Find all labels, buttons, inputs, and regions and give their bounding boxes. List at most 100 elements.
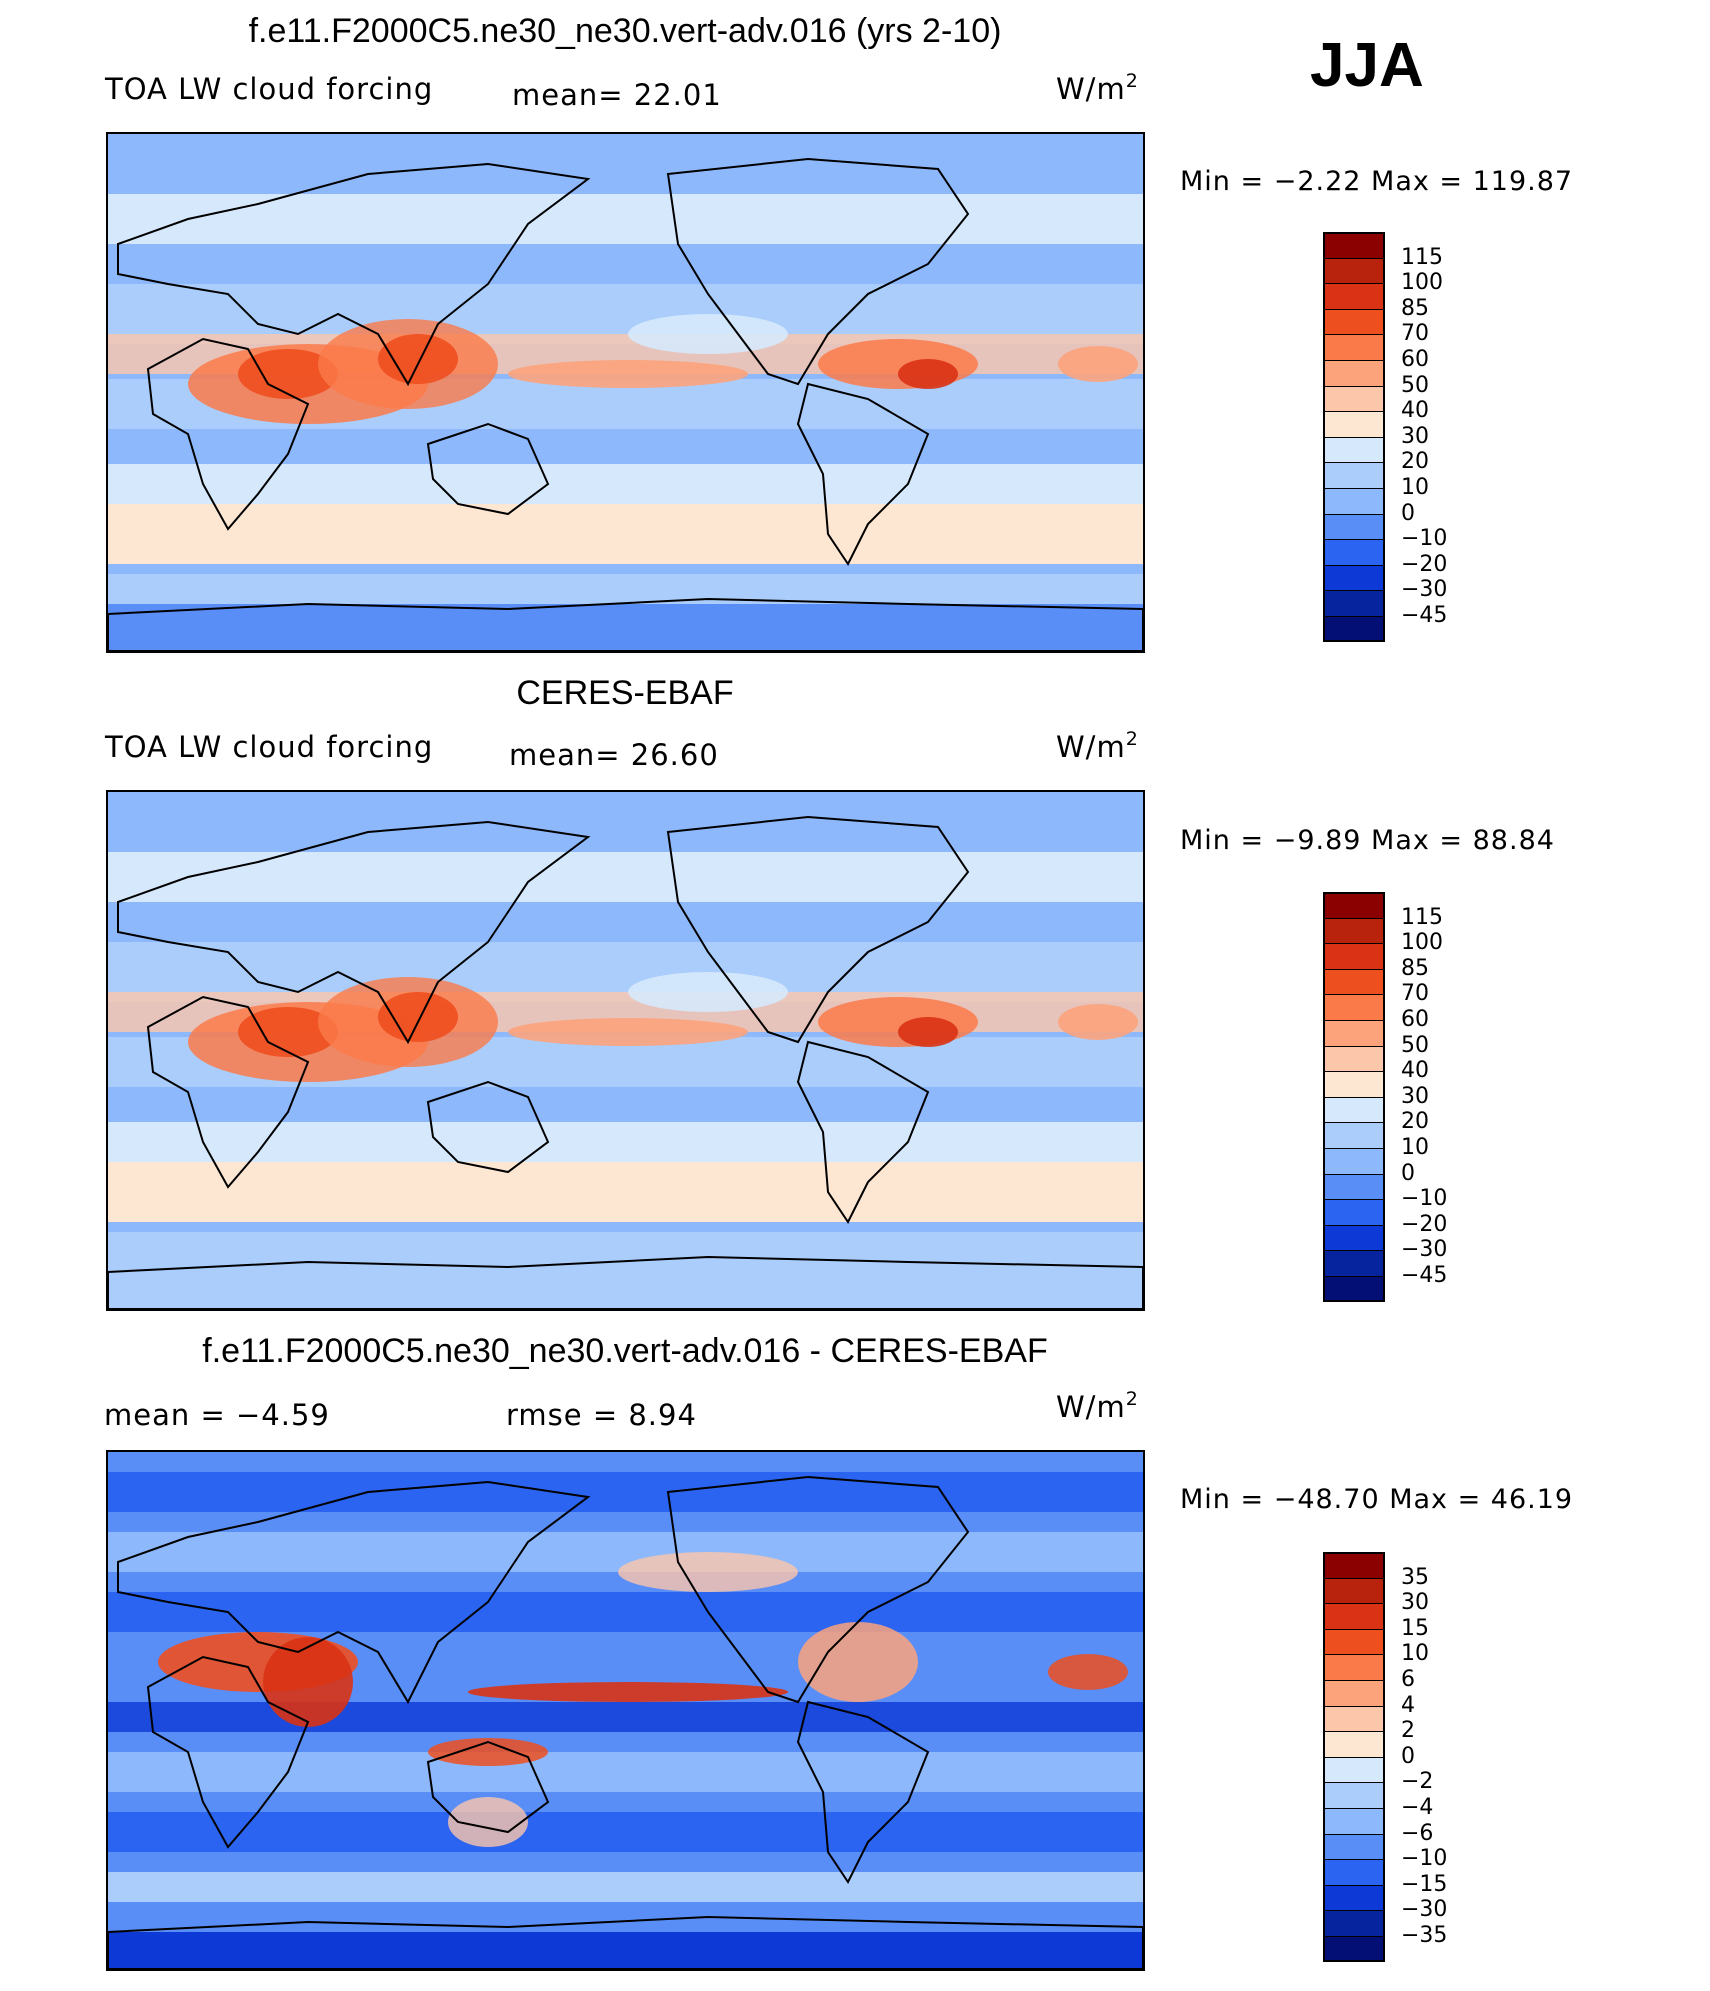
colorbar-swatch <box>1323 615 1385 642</box>
colorbar-tick-label: 6 <box>1401 1667 1415 1692</box>
colorbar-tick-label: 85 <box>1401 295 1429 321</box>
colorbar-tick-label: 100 <box>1401 270 1443 296</box>
colorbar-tick-label: 10 <box>1401 1135 1429 1160</box>
panel-3-title: f.e11.F2000C5.ne30_ne30.vert-adv.016 - C… <box>202 1332 1048 1370</box>
colorbar-tick-label: 30 <box>1401 1590 1429 1616</box>
colorbar-swatch <box>1323 436 1385 463</box>
panel-3-mean: mean = −4.59 <box>104 1398 330 1432</box>
colorbar-swatch <box>1323 1250 1385 1276</box>
colorbar-tick-label: 30 <box>1401 423 1429 449</box>
colorbar-swatch <box>1323 411 1385 437</box>
colorbar-tick-label: −35 <box>1401 1923 1448 1948</box>
colorbar-swatch <box>1323 1679 1385 1706</box>
colorbar-tick-label: 30 <box>1401 1083 1429 1109</box>
panel-3-units: W/m2 <box>1056 1388 1139 1424</box>
panel-1-minmax: Min = −2.22 Max = 119.87 <box>1180 166 1574 197</box>
colorbar-tick-label: −20 <box>1401 551 1448 577</box>
colorbar-tick-label: −30 <box>1401 577 1448 603</box>
colorbar-tick-label: −4 <box>1401 1795 1434 1820</box>
colorbar-swatch <box>1323 1935 1385 1962</box>
panel-1-map <box>106 132 1145 653</box>
colorbar-swatch <box>1323 1705 1385 1732</box>
colorbar-swatch <box>1323 1603 1385 1629</box>
colorbar-tick-label: 20 <box>1401 449 1429 475</box>
colorbar-swatch <box>1323 564 1385 591</box>
colorbar-tick-label: 10 <box>1401 475 1429 500</box>
colorbar-tick-label: 10 <box>1401 1641 1429 1667</box>
colorbar-swatch <box>1323 1147 1385 1174</box>
colorbar-tick-label: −20 <box>1401 1211 1448 1237</box>
colorbar-swatch <box>1323 994 1385 1020</box>
colorbar-swatch <box>1323 1122 1385 1148</box>
colorbar-tick-label: 2 <box>1401 1718 1415 1744</box>
colorbar-tick-label: −45 <box>1401 603 1448 628</box>
colorbar-swatch <box>1323 1756 1385 1783</box>
colorbar-tick-label: 20 <box>1401 1109 1429 1135</box>
colorbar-swatch <box>1323 1224 1385 1251</box>
panel-1-mean: mean= 22.01 <box>512 78 722 112</box>
colorbar-swatch <box>1323 385 1385 412</box>
colorbar-swatch <box>1323 1173 1385 1200</box>
colorbar-tick-label: 60 <box>1401 347 1429 372</box>
panel-2-mean: mean= 26.60 <box>509 738 719 772</box>
panel-2-variable-label: TOA LW cloud forcing <box>105 730 434 764</box>
panel-2-colorbar <box>1323 892 1385 1302</box>
panel-3-colorbar <box>1323 1552 1385 1962</box>
colorbar-tick-label: 115 <box>1401 244 1443 270</box>
colorbar-swatch <box>1323 1577 1385 1604</box>
colorbar-swatch <box>1323 1807 1385 1834</box>
colorbar-swatch <box>1323 1628 1385 1655</box>
panel-3-map <box>106 1450 1145 1971</box>
colorbar-tick-label: 85 <box>1401 955 1429 981</box>
panel-2-minmax: Min = −9.89 Max = 88.84 <box>1180 825 1555 856</box>
colorbar-tick-label: 0 <box>1401 1743 1415 1769</box>
colorbar-swatch <box>1323 1910 1385 1936</box>
colorbar-tick-label: −15 <box>1401 1871 1448 1897</box>
colorbar-tick-label: 100 <box>1401 930 1443 956</box>
colorbar-swatch <box>1323 1045 1385 1072</box>
panel-1-variable-label: TOA LW cloud forcing <box>105 72 434 106</box>
colorbar-swatch <box>1323 513 1385 540</box>
colorbar-swatch <box>1323 917 1385 944</box>
colorbar-swatch <box>1323 308 1385 335</box>
panel-2-units: W/m2 <box>1056 728 1139 764</box>
season-label: JJA <box>1310 31 1424 100</box>
colorbar-tick-label: 115 <box>1401 904 1443 930</box>
colorbar-swatch <box>1323 1833 1385 1860</box>
colorbar-swatch <box>1323 1731 1385 1757</box>
colorbar-swatch <box>1323 1859 1385 1885</box>
colorbar-swatch <box>1323 892 1385 918</box>
colorbar-swatch <box>1323 487 1385 514</box>
colorbar-tick-label: 35 <box>1401 1564 1429 1590</box>
panel-2-map <box>106 790 1145 1311</box>
colorbar-swatch <box>1323 1552 1385 1578</box>
colorbar-swatch <box>1323 257 1385 284</box>
colorbar-tick-label: 40 <box>1401 398 1429 424</box>
colorbar-swatch <box>1323 1019 1385 1046</box>
colorbar-tick-label: 50 <box>1401 372 1429 398</box>
panel-1-colorbar <box>1323 232 1385 642</box>
colorbar-tick-label: −10 <box>1401 1186 1448 1212</box>
colorbar-tick-label: −10 <box>1401 526 1448 552</box>
colorbar-tick-label: 15 <box>1401 1615 1429 1641</box>
colorbar-tick-label: −2 <box>1401 1769 1434 1795</box>
colorbar-swatch <box>1323 1199 1385 1225</box>
colorbar-tick-label: −45 <box>1401 1263 1448 1288</box>
colorbar-tick-label: 0 <box>1401 500 1415 526</box>
colorbar-swatch <box>1323 1884 1385 1911</box>
colorbar-tick-label: 70 <box>1401 981 1429 1007</box>
colorbar-tick-label: 0 <box>1401 1160 1415 1186</box>
colorbar-tick-label: 50 <box>1401 1032 1429 1058</box>
colorbar-swatch <box>1323 359 1385 386</box>
colorbar-tick-label: −30 <box>1401 1237 1448 1263</box>
colorbar-swatch <box>1323 1071 1385 1097</box>
panel-1-units: W/m2 <box>1056 70 1139 106</box>
colorbar-swatch <box>1323 968 1385 995</box>
colorbar-swatch <box>1323 590 1385 616</box>
colorbar-swatch <box>1323 943 1385 969</box>
panel-1-title: f.e11.F2000C5.ne30_ne30.vert-adv.016 (yr… <box>248 12 1002 50</box>
colorbar-swatch <box>1323 1275 1385 1302</box>
colorbar-tick-label: −6 <box>1401 1820 1434 1846</box>
colorbar-tick-label: −30 <box>1401 1897 1448 1923</box>
colorbar-swatch <box>1323 283 1385 309</box>
